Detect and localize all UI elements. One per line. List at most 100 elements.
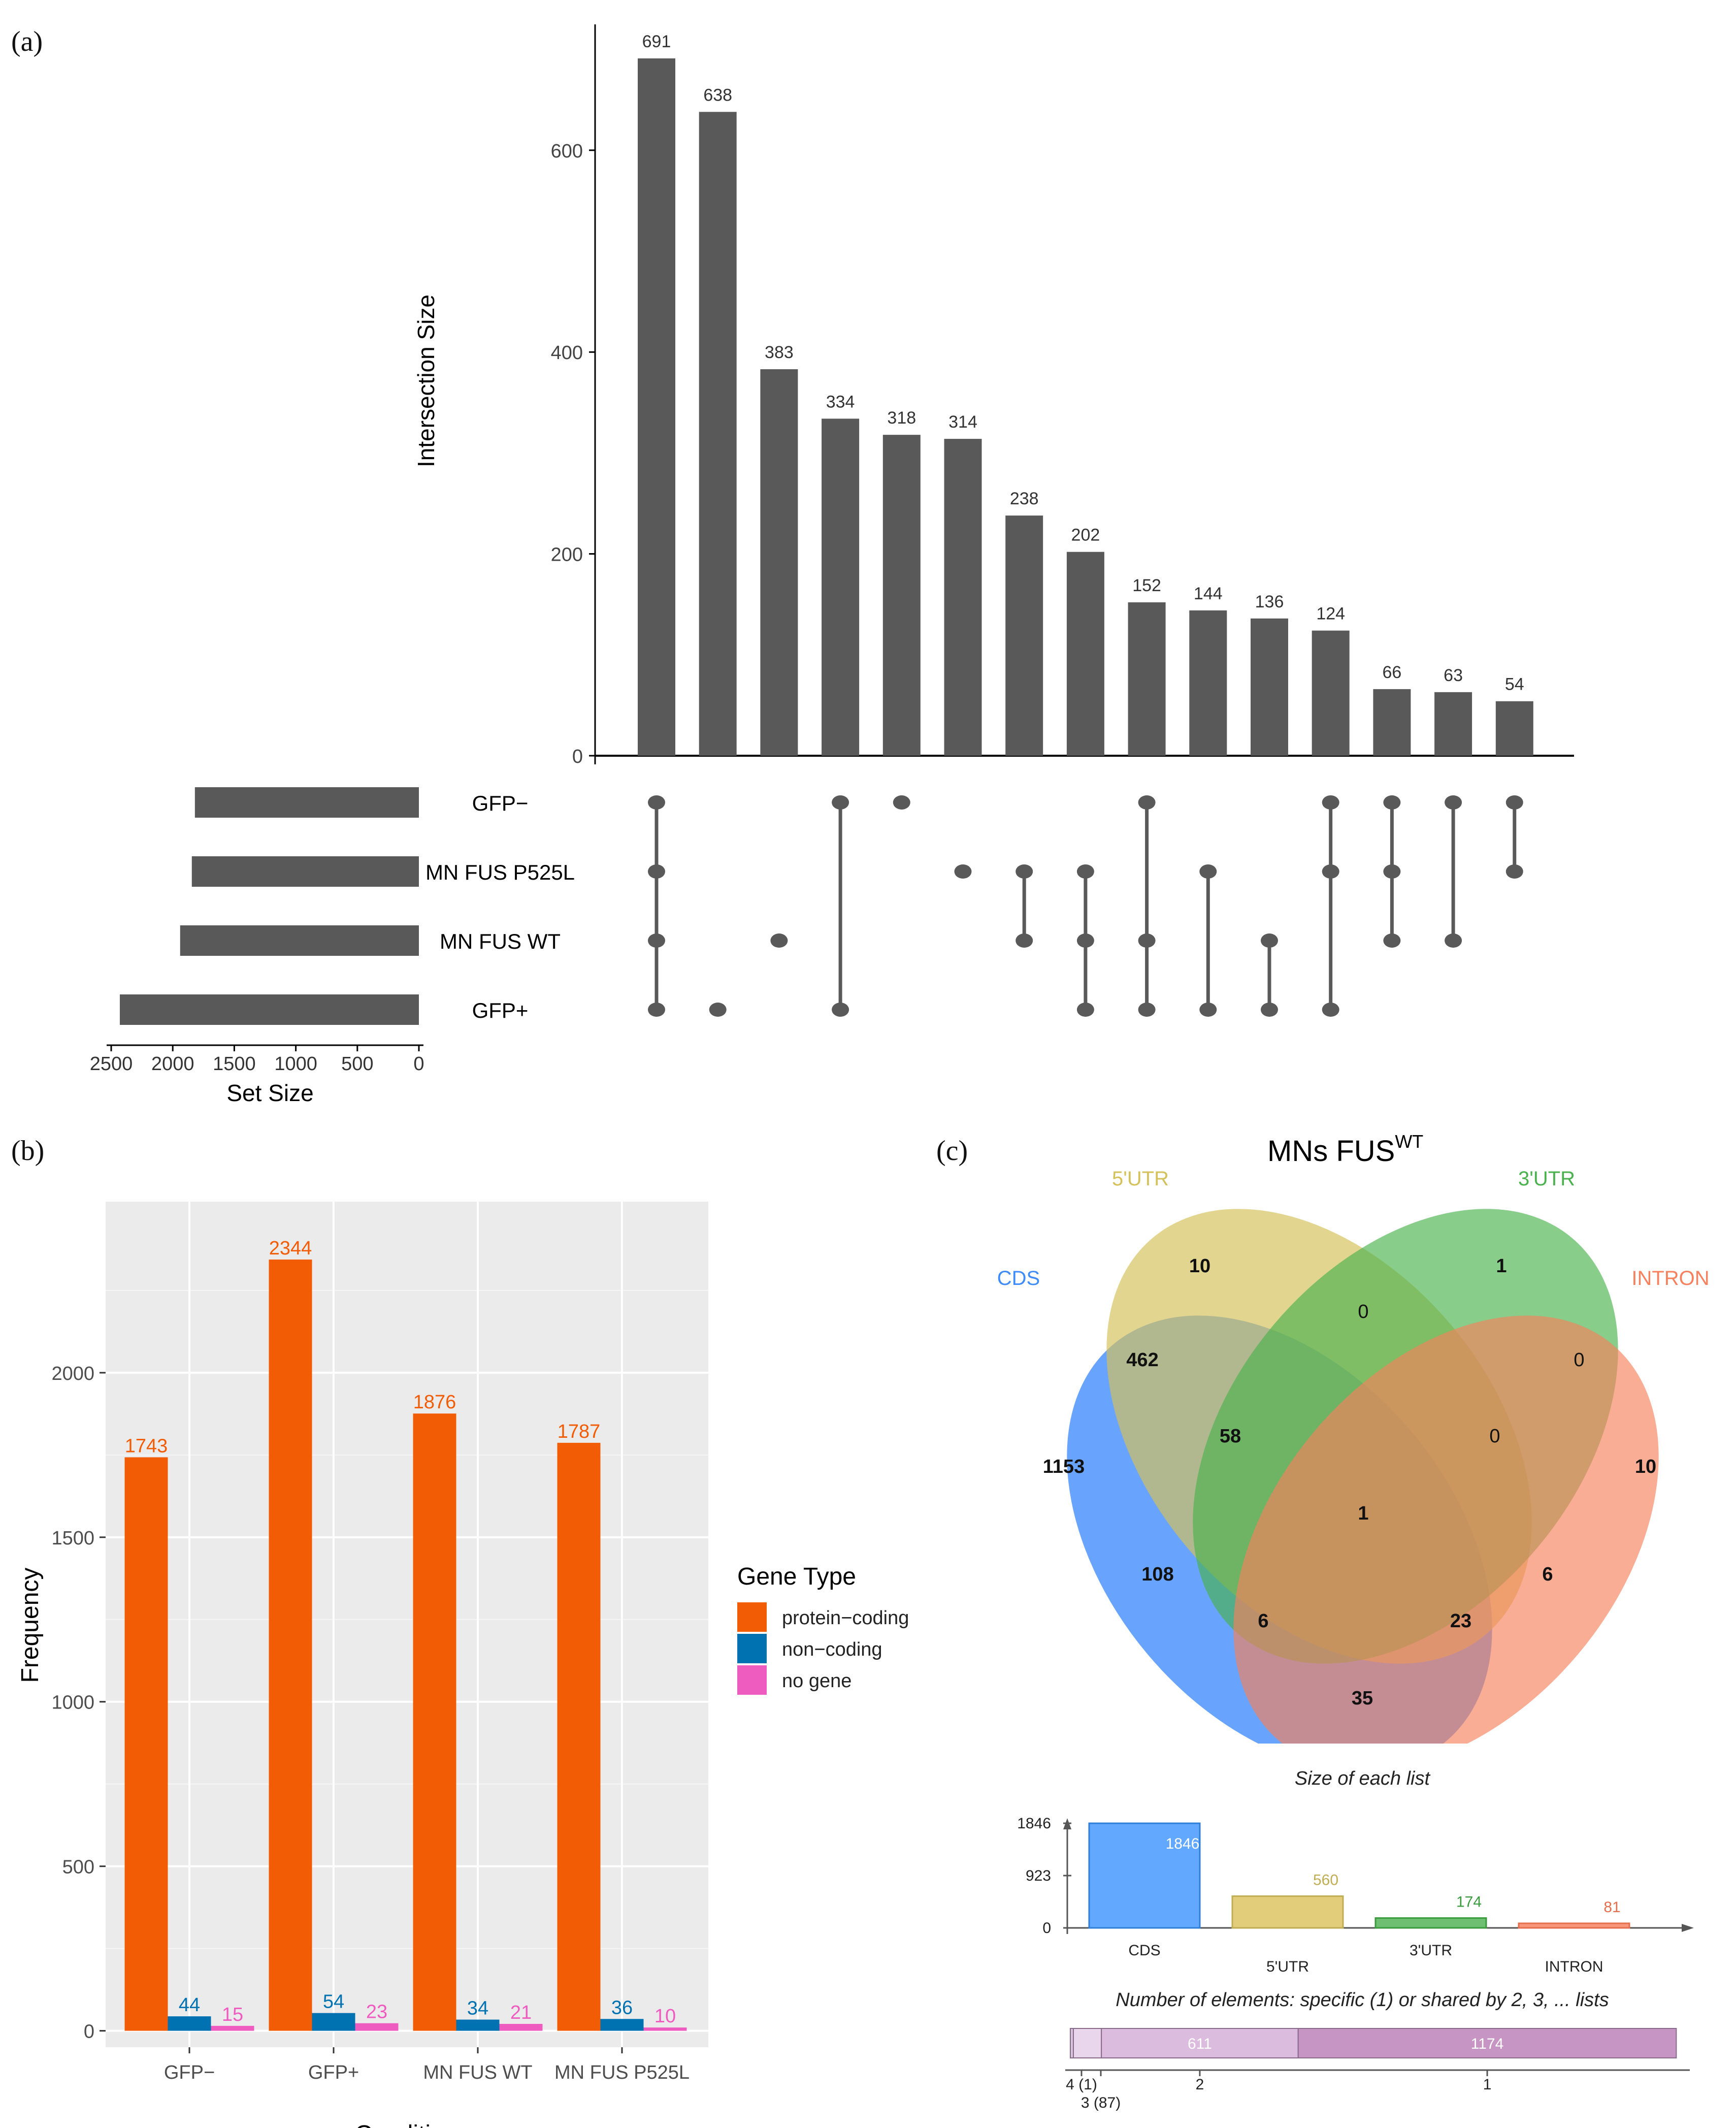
venn-region-count: 10 (1189, 1255, 1210, 1277)
list-size-bar-chart: 0 923 1846 1846 CDS 560 5'UTR 174 3'UTR 81 INTRON (1017, 1815, 1694, 1975)
bar-0 (557, 1442, 601, 2031)
bar-value-label: 1876 (413, 1392, 456, 1413)
shared-segment (1101, 2028, 1299, 2058)
matrix-dot (1138, 1003, 1156, 1017)
intersection-bar (638, 58, 675, 756)
matrix-dot (770, 933, 788, 948)
bar-value-label: 34 (467, 1998, 488, 2019)
venn-region-count: 0 (1574, 1349, 1584, 1371)
venn-region-count: 1153 (1043, 1456, 1085, 1477)
y-tick-label: 1000 (51, 1692, 94, 1714)
legend-swatch (737, 1634, 767, 1663)
intersection-value-label: 238 (1010, 489, 1039, 508)
venn-title-superscript: WT (1395, 1131, 1423, 1152)
x-axis-label: Condition (355, 2121, 458, 2128)
intersection-value-label: 54 (1505, 675, 1524, 694)
list-size-tick-label: 0 (1042, 1920, 1051, 1937)
venn-set-label: 3'UTR (1518, 1168, 1575, 1190)
set-size-tick-label: 500 (341, 1053, 373, 1075)
panel-b-label: (b) (11, 1135, 44, 1167)
list-size-value-label: 174 (1456, 1894, 1482, 1911)
list-size-title: Size of each list (1295, 1768, 1431, 1789)
bar-1 (168, 2016, 211, 2031)
intersection-value-label: 63 (1444, 666, 1463, 685)
y-tick-label: 0 (84, 2021, 94, 2043)
panel-a-label: (a) (11, 26, 43, 57)
list-size-value-label: 81 (1603, 1899, 1620, 1916)
venn-set-intron (1233, 1315, 1659, 1744)
list-size-bar (1518, 1922, 1630, 1929)
shared-segment (1073, 2028, 1102, 2058)
intersection-value-label: 318 (887, 408, 916, 428)
bar-value-label: 36 (611, 1997, 633, 2018)
bar-0 (413, 1413, 456, 2031)
intersection-value-label: 152 (1132, 576, 1161, 595)
matrix-dot (1383, 795, 1401, 810)
matrix-dot (648, 795, 665, 810)
matrix-dot (648, 864, 665, 879)
bar-value-label: 1787 (558, 1421, 601, 1442)
bar-1 (456, 2019, 500, 2031)
y-tick-label: 200 (551, 544, 583, 566)
y-tick-label: 500 (62, 1857, 94, 1878)
matrix-dot (1261, 1003, 1278, 1017)
shared-segment-value: 1174 (1471, 2036, 1504, 2052)
matrix-dot (709, 1003, 727, 1017)
bar-value-label: 21 (510, 2002, 532, 2023)
intersection-value-label: 144 (1194, 584, 1223, 603)
gene-type-bar-chart: 1743 2344 1876 1787 44 54 34 36 15 23 21 10 0 500 100… (17, 1202, 909, 2128)
venn-set-label: CDS (997, 1267, 1040, 1289)
venn-region-count: 0 (1358, 1301, 1368, 1323)
y-axis-ticks: 0 500 1000 1500 2000 (51, 1363, 106, 2043)
matrix-dot (893, 795, 910, 810)
bar-0 (124, 1457, 168, 2031)
set-size-tick-label: 2000 (151, 1053, 194, 1075)
bar-value-label: 44 (179, 1994, 200, 2016)
bar-0 (269, 1260, 312, 2031)
matrix-dot (1322, 1003, 1339, 1017)
matrix-dot (648, 1003, 665, 1017)
legend-swatch (737, 1602, 767, 1632)
list-size-bar (1231, 1895, 1344, 1929)
set-size-bar (180, 925, 419, 956)
venn-set-label: 5'UTR (1112, 1168, 1169, 1190)
shared-tick-label: 1 (1483, 2076, 1492, 2093)
matrix-dot (1322, 864, 1339, 879)
legend-label: no gene (782, 1670, 851, 1692)
matrix-dot (1383, 933, 1401, 948)
intersection-bar (944, 439, 982, 756)
bar-2 (643, 2027, 687, 2031)
shared-tick-label: 4 (1) (1066, 2076, 1097, 2093)
shared-segment (1297, 2028, 1677, 2058)
matrix-dot (1199, 1003, 1217, 1017)
venn-set-label: INTRON (1631, 1267, 1709, 1289)
matrix-dot (832, 1003, 849, 1017)
y-axis-label: Frequency (17, 1568, 44, 1683)
shared-elements-title: Number of elements: specific (1) or shar… (1116, 1989, 1609, 2011)
matrix-dot (1383, 864, 1401, 879)
bar-2 (499, 2024, 543, 2031)
list-size-category-label: CDS (1128, 1942, 1160, 1959)
bar-value-label: 2344 (269, 1238, 312, 1259)
set-size-bar (191, 856, 419, 887)
legend: Gene Type protein−coding non−coding no gen… (737, 1563, 909, 1695)
matrix-dot (648, 933, 665, 948)
venn-region-count: 58 (1220, 1426, 1241, 1447)
intersection-bar (1128, 602, 1166, 756)
list-size-value-label: 560 (1313, 1872, 1338, 1889)
set-name-label: MN FUS WT (440, 929, 561, 953)
venn-region-count: 108 (1141, 1564, 1173, 1585)
upset-matrix (648, 795, 1523, 1017)
grouped-bars: 1743 2344 1876 1787 44 54 34 36 15 23 21 10 (124, 1238, 687, 2031)
list-size-category-label: 3'UTR (1410, 1942, 1452, 1959)
list-size-tick-label: 1846 (1017, 1815, 1051, 1832)
set-size-tick-label: 1500 (213, 1053, 256, 1075)
venn-diagram (1067, 1209, 1659, 1744)
list-size-tick-label: 923 (1026, 1867, 1051, 1884)
venn-region-count: 0 (1489, 1426, 1500, 1447)
legend-label: non−coding (782, 1639, 882, 1660)
matrix-dot (1322, 795, 1339, 810)
y-tick-label: 400 (551, 342, 583, 364)
y-tick-label: 600 (551, 141, 583, 162)
